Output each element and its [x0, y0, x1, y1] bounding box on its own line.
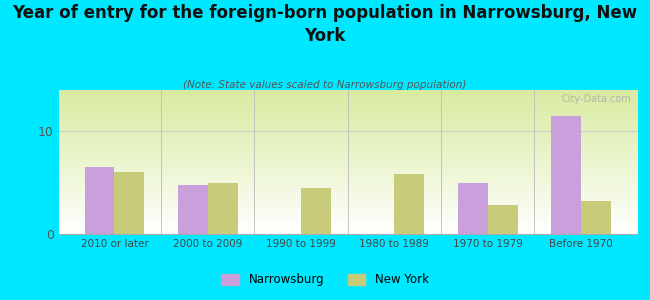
- Text: City-Data.com: City-Data.com: [562, 94, 631, 104]
- Text: (Note: State values scaled to Narrowsburg population): (Note: State values scaled to Narrowsbur…: [183, 80, 467, 89]
- Bar: [488, 205, 517, 234]
- Bar: [301, 188, 331, 234]
- Bar: [208, 183, 238, 234]
- Bar: [84, 167, 114, 234]
- Legend: Narrowsburg, New York: Narrowsburg, New York: [216, 269, 434, 291]
- Bar: [395, 174, 424, 234]
- Text: Year of entry for the foreign-born population in Narrowsburg, New
York: Year of entry for the foreign-born popul…: [12, 4, 638, 45]
- Bar: [458, 183, 488, 234]
- Bar: [178, 184, 208, 234]
- Bar: [581, 201, 611, 234]
- Bar: [114, 172, 144, 234]
- Bar: [551, 116, 581, 234]
